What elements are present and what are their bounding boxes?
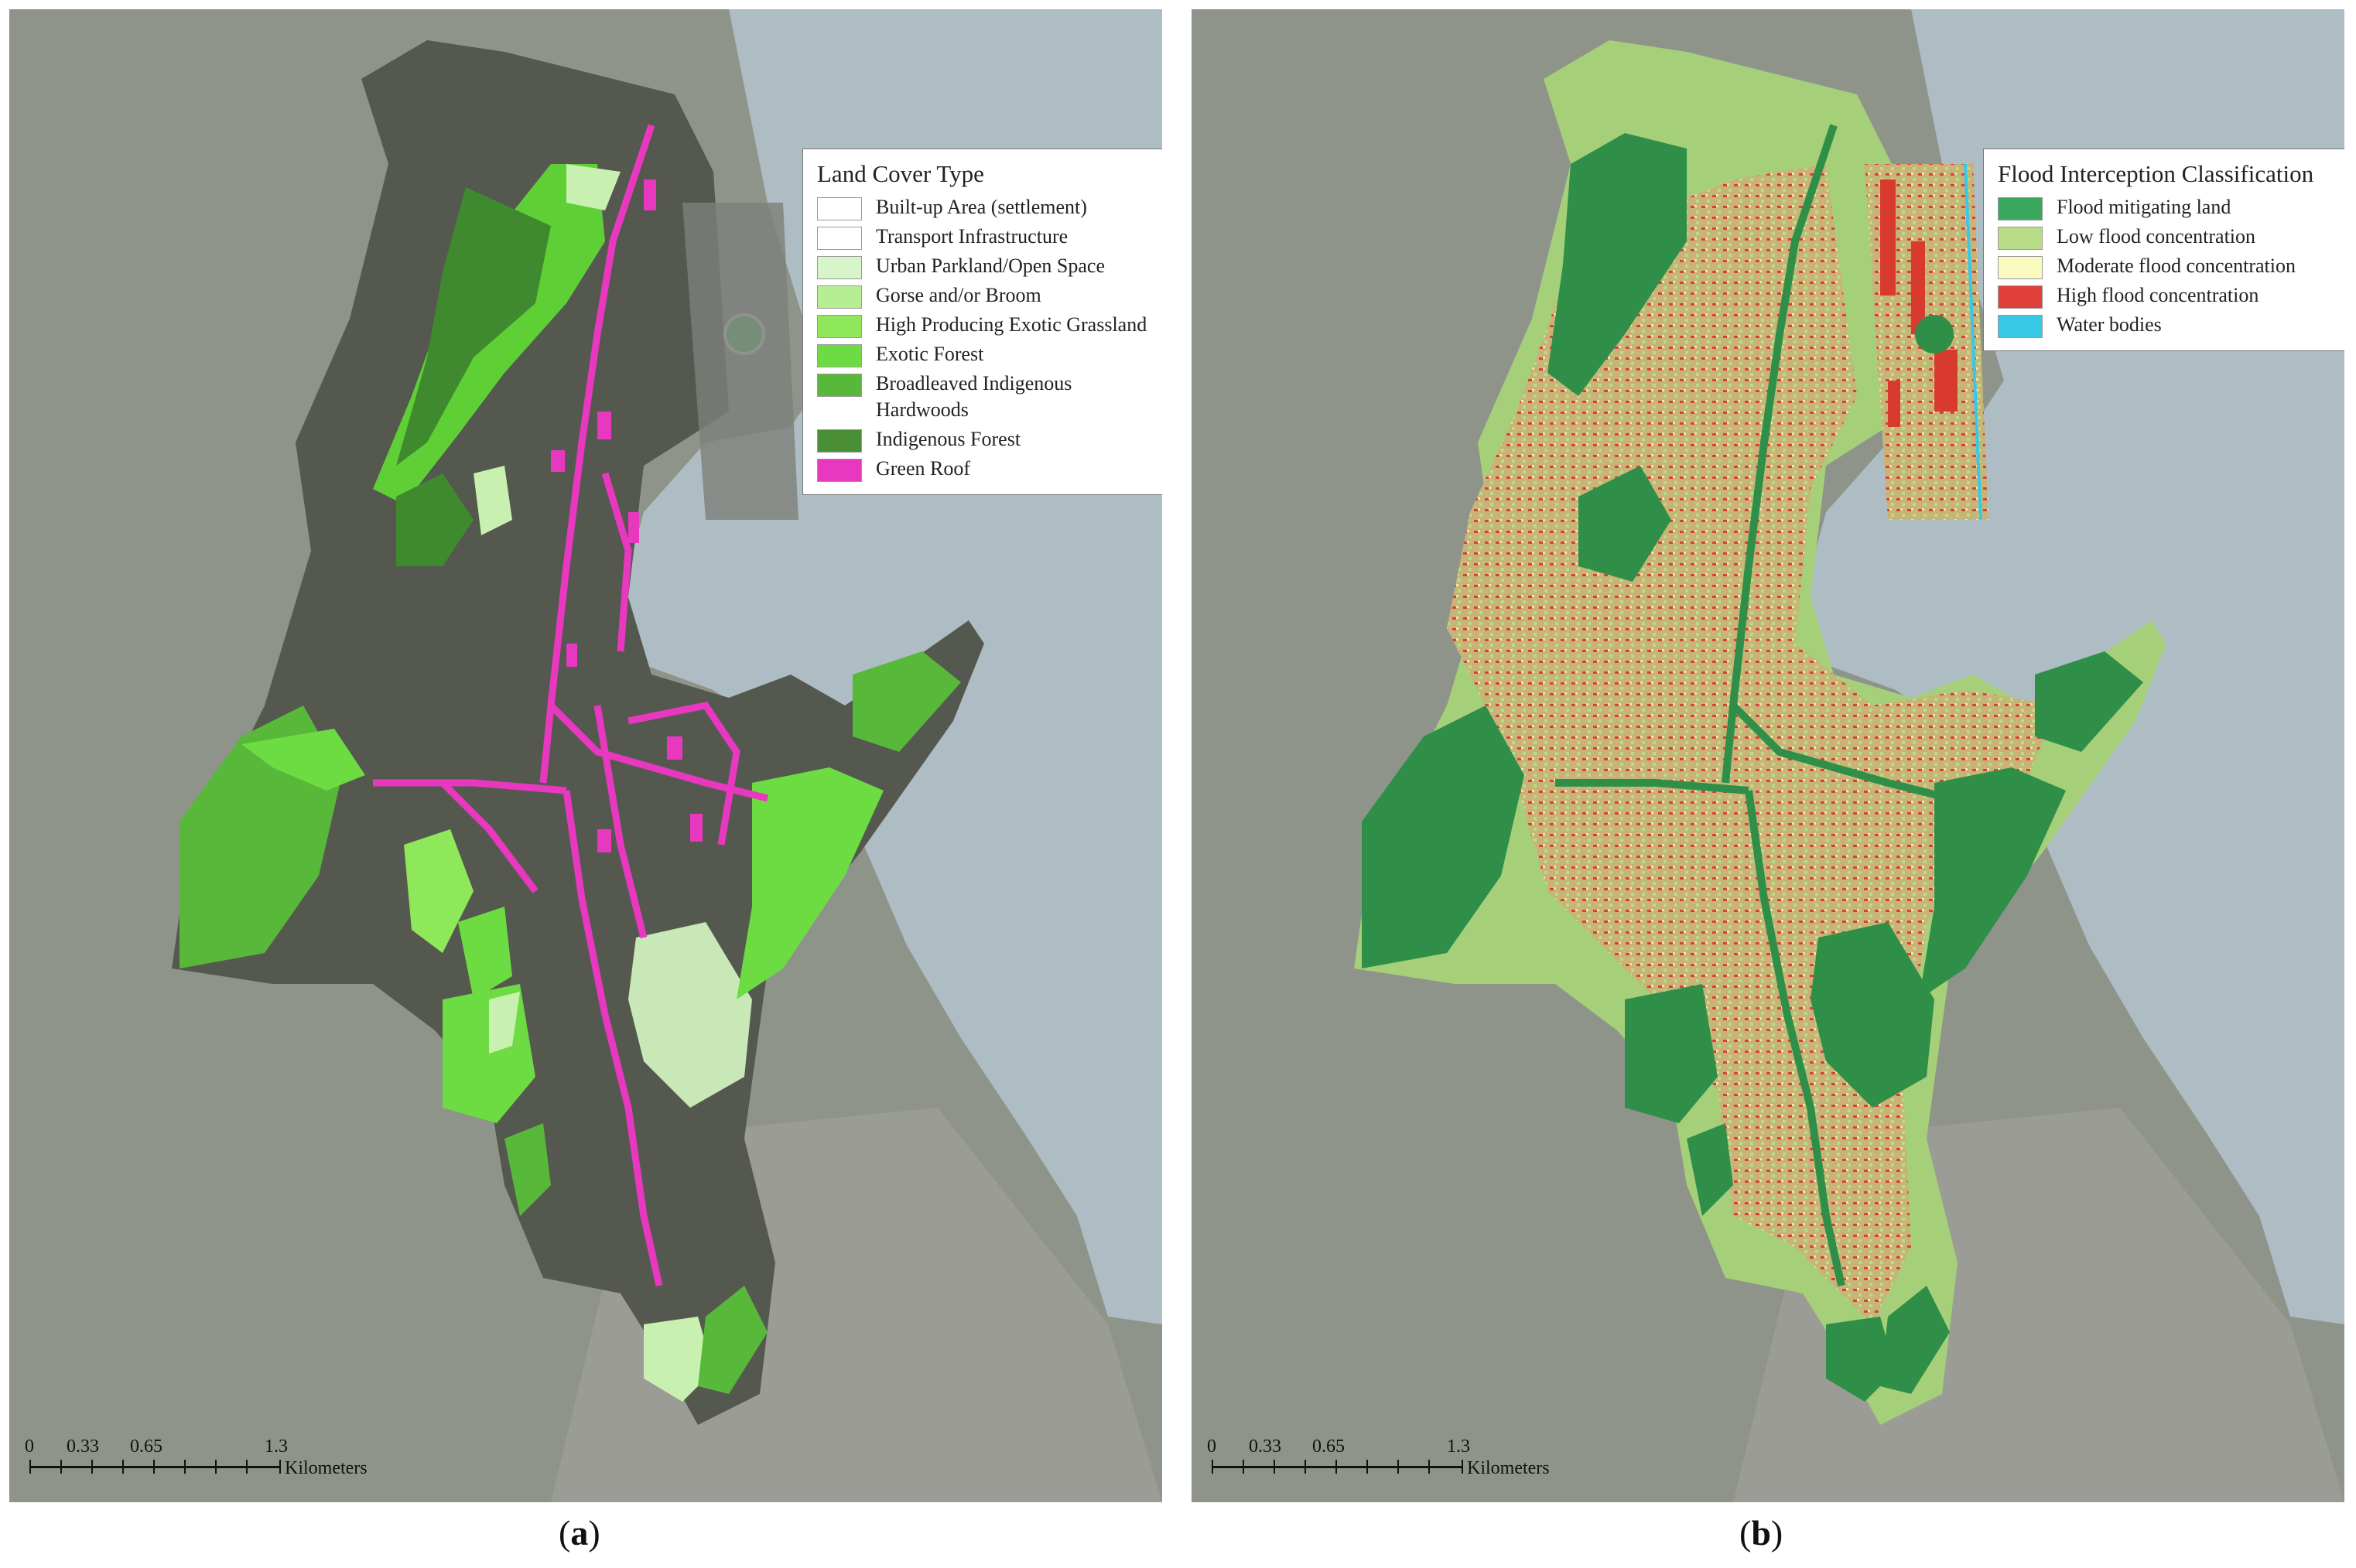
swatch [1998,285,2043,309]
caption-open: ( [1739,1513,1752,1553]
legend-item-green-roof: Green Roof [817,456,1151,482]
legend-item-water: Water bodies [1998,312,2332,338]
legend-label: High Producing Exotic Grassland [876,313,1147,336]
scale-bar-icon [1212,1466,1463,1468]
legend-label: Gorse and/or Broom [876,284,1041,306]
scale-bar: 0 0.33 0.65 1.3 Kilometers [23,1436,426,1483]
swatch [817,459,862,482]
legend-item-mitigating: Flood mitigating land [1998,194,2332,220]
swatch [1998,315,2043,338]
legend-label: Indigenous Forest [876,428,1021,450]
legend-item-indigenous-forest: Indigenous Forest [817,426,1151,453]
legend-item-low: Low flood concentration [1998,224,2332,250]
legend-label: Broadleaved Indigenous Hardwoods [876,372,1072,421]
legend-title: Flood Interception Classification [1998,160,2314,187]
legend-item-exotic-forest: Exotic Forest [817,341,1151,367]
scale-tick-label: 0.65 [1312,1436,1345,1457]
swatch [817,256,862,279]
caption-b: (b) [1739,1512,1783,1553]
legend-item-parkland: Urban Parkland/Open Space [817,253,1151,279]
swatch [817,429,862,453]
legend-flood: Flood Interception Classification Flood … [1983,149,2344,351]
legend-label: Green Roof [876,457,971,480]
scale-tick-label: 0.33 [1249,1436,1281,1457]
swatch [1998,256,2043,279]
legend-label: Flood mitigating land [2057,196,2231,218]
legend-item-moderate: Moderate flood concentration [1998,253,2332,279]
legend-title: Land Cover Type [817,160,984,187]
legend-label: Built-up Area (settlement) [876,196,1087,218]
legend-item-grassland: High Producing Exotic Grassland [817,312,1151,338]
swatch [817,344,862,367]
legend-label: Water bodies [2057,313,2162,336]
legend-item-high: High flood concentration [1998,282,2332,309]
swatch [817,197,862,220]
map-panel-a: Land Cover Type Built-up Area (settlemen… [9,9,1162,1502]
legend-label: Moderate flood concentration [2057,255,2296,277]
swatch [1998,197,2043,220]
swatch [817,315,862,338]
legend-label: Exotic Forest [876,343,984,365]
scale-tick-label: 0 [25,1436,34,1457]
scale-tick-label: 0 [1207,1436,1216,1457]
caption-letter: b [1751,1513,1771,1553]
legend-item-built-up: Built-up Area (settlement) [817,194,1151,220]
scale-bar-icon [29,1466,281,1468]
legend-item-broadleaved: Broadleaved Indigenous Hardwoods [817,371,1151,423]
scale-unit: Kilometers [1467,1458,1550,1478]
scale-tick-label: 1.3 [265,1436,288,1457]
caption-close: ) [588,1513,600,1553]
legend-label: Urban Parkland/Open Space [876,255,1106,277]
map-panel-b: Flood Interception Classification Flood … [1192,9,2344,1502]
caption-letter: a [570,1513,589,1553]
caption-close: ) [1770,1513,1783,1553]
swatch [817,374,862,397]
legend-item-gorse: Gorse and/or Broom [817,282,1151,309]
scale-bar: 0 0.33 0.65 1.3 Kilometers [1205,1436,1608,1483]
legend-item-transport: Transport Infrastructure [817,224,1151,250]
caption-open: ( [559,1513,571,1553]
legend-land-cover: Land Cover Type Built-up Area (settlemen… [802,149,1162,495]
swatch [817,285,862,309]
scale-tick-label: 0.33 [67,1436,99,1457]
caption-a: (a) [559,1512,600,1553]
scale-unit: Kilometers [285,1458,368,1478]
legend-label: High flood concentration [2057,284,2259,306]
legend-label: Low flood concentration [2057,225,2256,248]
legend-label: Transport Infrastructure [876,225,1069,248]
green-roof-features [373,124,769,1286]
swatch [817,227,862,250]
swatch [1998,227,2043,250]
scale-tick-label: 0.65 [130,1436,162,1457]
scale-tick-label: 1.3 [1447,1436,1470,1457]
